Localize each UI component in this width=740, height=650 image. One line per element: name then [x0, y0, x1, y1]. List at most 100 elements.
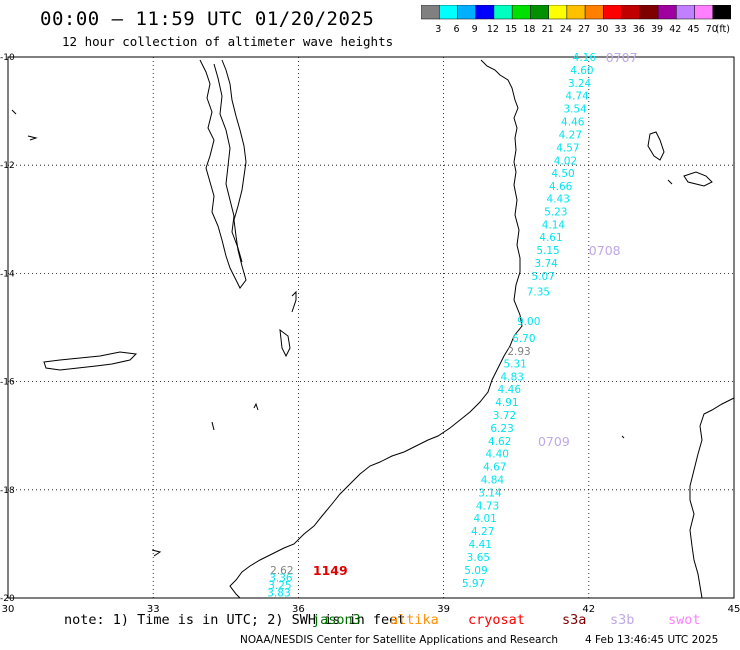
- wave-height-label: 5.07: [532, 271, 555, 283]
- coastline: [211, 421, 215, 431]
- footer-timestamp: 4 Feb 13:46:45 UTC 2025: [585, 634, 719, 646]
- wave-height-label: 4.62: [488, 436, 511, 448]
- scale-swatch: [493, 5, 513, 20]
- scale-swatch: [530, 5, 549, 20]
- coastline: [291, 290, 297, 313]
- scale-swatch: [712, 5, 731, 20]
- scale-swatch: [676, 5, 695, 20]
- wave-height-label: 9.00: [517, 316, 540, 328]
- scale-label: 18: [523, 24, 535, 35]
- wave-height-label: 4.67: [483, 462, 506, 474]
- scale-label: 12: [487, 24, 499, 35]
- wave-height-label: 3.65: [467, 552, 490, 564]
- wave-height-label: 4.16: [573, 52, 597, 64]
- scale-swatch: [621, 5, 641, 20]
- coastline: [647, 131, 665, 161]
- scale-swatch: [657, 5, 677, 20]
- scale-label: 33: [615, 24, 627, 35]
- wave-height-label: 3.72: [493, 410, 516, 422]
- coastline: [11, 109, 17, 115]
- scale-swatch: [511, 5, 531, 20]
- legend-item-swot: swot: [668, 612, 701, 628]
- wave-height-label: 4.02: [554, 155, 577, 167]
- wave-height-label: 4.01: [473, 513, 496, 525]
- note-text: note: 1) Time is in UTC; 2) SWH is in fe…: [64, 612, 406, 628]
- lon-tick-label: 30: [2, 604, 15, 615]
- coastline: [253, 402, 259, 411]
- wave-height-label: 7.35: [527, 286, 550, 298]
- wave-height-label: 4.41: [469, 539, 492, 551]
- wave-height-label: 4.74: [565, 90, 589, 102]
- track-time-label: 0709: [538, 434, 570, 449]
- scale-label: 21: [542, 24, 554, 35]
- lat-tick-label: -16: [0, 378, 15, 388]
- lon-tick-label: 42: [582, 604, 595, 615]
- lat-tick-label: -20: [0, 594, 15, 604]
- wave-height-label: 6.70: [512, 333, 535, 345]
- wave-height-label: 6.23: [490, 423, 513, 435]
- wave-height-label: 5.15: [536, 245, 559, 257]
- wave-height-label: 4.57: [556, 142, 579, 154]
- track-time-label: 0708: [589, 243, 621, 258]
- wave-height-label: 4.66: [549, 181, 573, 193]
- wave-height-label: 4.83: [501, 372, 524, 384]
- wave-height-label: 4.40: [486, 449, 509, 461]
- legend-item-cryosat: cryosat: [468, 612, 525, 628]
- scale-label: 27: [578, 24, 590, 35]
- scale-swatch: [475, 5, 495, 20]
- scale-swatch: [548, 5, 568, 20]
- scale-swatch: [438, 5, 458, 20]
- coastline: [667, 179, 673, 185]
- scale-swatch: [421, 5, 440, 20]
- scale-label: 70: [706, 24, 718, 35]
- scale-swatch: [566, 5, 586, 20]
- lat-tick-label: -10: [0, 53, 15, 63]
- wave-height-label: 4.73: [476, 500, 499, 512]
- legend-item-jason3: jason3: [312, 612, 361, 628]
- wave-height-label: 4.27: [471, 526, 494, 538]
- legend-item-s3b: s3b: [610, 612, 635, 628]
- scale-label: 15: [505, 24, 517, 35]
- scale-label: 45: [687, 24, 699, 35]
- track-time-label: 0707: [606, 50, 638, 65]
- wave-height-label: 4.60: [570, 65, 593, 77]
- lon-tick-label: 33: [147, 604, 160, 615]
- coastline: [279, 328, 291, 358]
- coastline: [27, 135, 38, 141]
- wave-height-label: 2.62: [270, 565, 293, 577]
- coastline: [213, 63, 243, 263]
- wave-height-label: 3.83: [267, 588, 290, 600]
- coastline: [43, 351, 138, 371]
- page-title: 00:00 – 11:59 UTC 01/20/2025: [40, 8, 375, 30]
- wave-height-label: 4.84: [481, 475, 505, 487]
- wave-height-label: 5.97: [462, 578, 485, 590]
- scale-label: 30: [596, 24, 608, 35]
- wave-height-label: 4.46: [498, 384, 522, 396]
- lat-tick-label: -18: [0, 486, 15, 496]
- footer-credit: NOAA/NESDIS Center for Satellite Applica…: [240, 634, 558, 646]
- scale-unit: (ft): [716, 24, 730, 35]
- wave-height-label: 3.36: [269, 572, 293, 584]
- lat-tick-label: -14: [0, 269, 15, 279]
- track-time-label: 1149: [313, 563, 348, 578]
- wave-height-label: 4.61: [539, 232, 562, 244]
- wave-height-label: 3.54: [563, 103, 587, 115]
- scale-label: 3: [435, 24, 441, 35]
- wave-height-label: 5.23: [544, 207, 567, 219]
- coastline: [683, 171, 713, 187]
- legend-item-altika: altika: [390, 612, 439, 628]
- scale-label: 6: [453, 24, 459, 35]
- lon-tick-label: 45: [728, 604, 740, 615]
- wave-height-label: 4.14: [542, 220, 566, 232]
- coastline: [689, 397, 735, 599]
- wave-height-label: 4.43: [547, 194, 570, 206]
- page-subtitle: 12 hour collection of altimeter wave hei…: [62, 34, 394, 49]
- lat-tick-label: -12: [0, 161, 15, 171]
- lon-tick-label: 36: [292, 604, 305, 615]
- legend-item-s3a: s3a: [562, 612, 587, 628]
- scale-label: 24: [560, 24, 572, 35]
- wave-height-label: 4.46: [561, 116, 585, 128]
- coastline: [621, 435, 625, 439]
- coastline: [229, 59, 523, 599]
